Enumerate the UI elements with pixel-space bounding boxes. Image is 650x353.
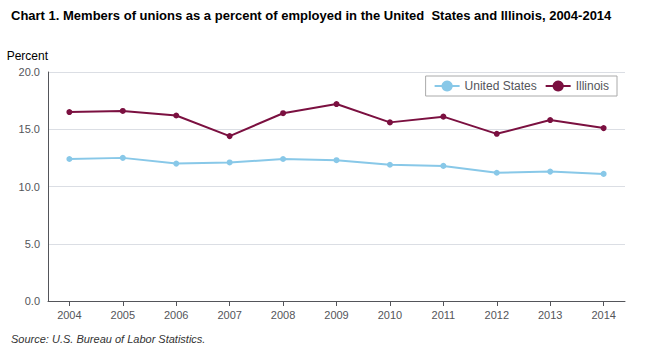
svg-text:Source: U.S. Bureau of Labor S: Source: U.S. Bureau of Labor Statistics. [11,333,205,345]
svg-text:2008: 2008 [271,309,295,321]
svg-text:2013: 2013 [538,309,562,321]
svg-text:2006: 2006 [164,309,188,321]
svg-text:Illinois: Illinois [576,79,609,93]
svg-text:0.0: 0.0 [25,295,40,307]
svg-text:2005: 2005 [111,309,135,321]
svg-text:2004: 2004 [57,309,81,321]
svg-text:2010: 2010 [378,309,402,321]
svg-text:2007: 2007 [217,309,241,321]
svg-text:15.0: 15.0 [19,123,40,135]
svg-text:United States: United States [465,79,537,93]
svg-text:2011: 2011 [432,309,456,321]
svg-text:2012: 2012 [485,309,509,321]
svg-text:Chart 1. Members of unions as: Chart 1. Members of unions as a percent … [11,8,612,23]
svg-text:20.0: 20.0 [19,66,40,78]
svg-text:2014: 2014 [591,309,615,321]
svg-text:Percent: Percent [7,49,49,63]
svg-text:2009: 2009 [324,309,348,321]
svg-text:5.0: 5.0 [25,238,40,250]
svg-text:10.0: 10.0 [19,181,40,193]
